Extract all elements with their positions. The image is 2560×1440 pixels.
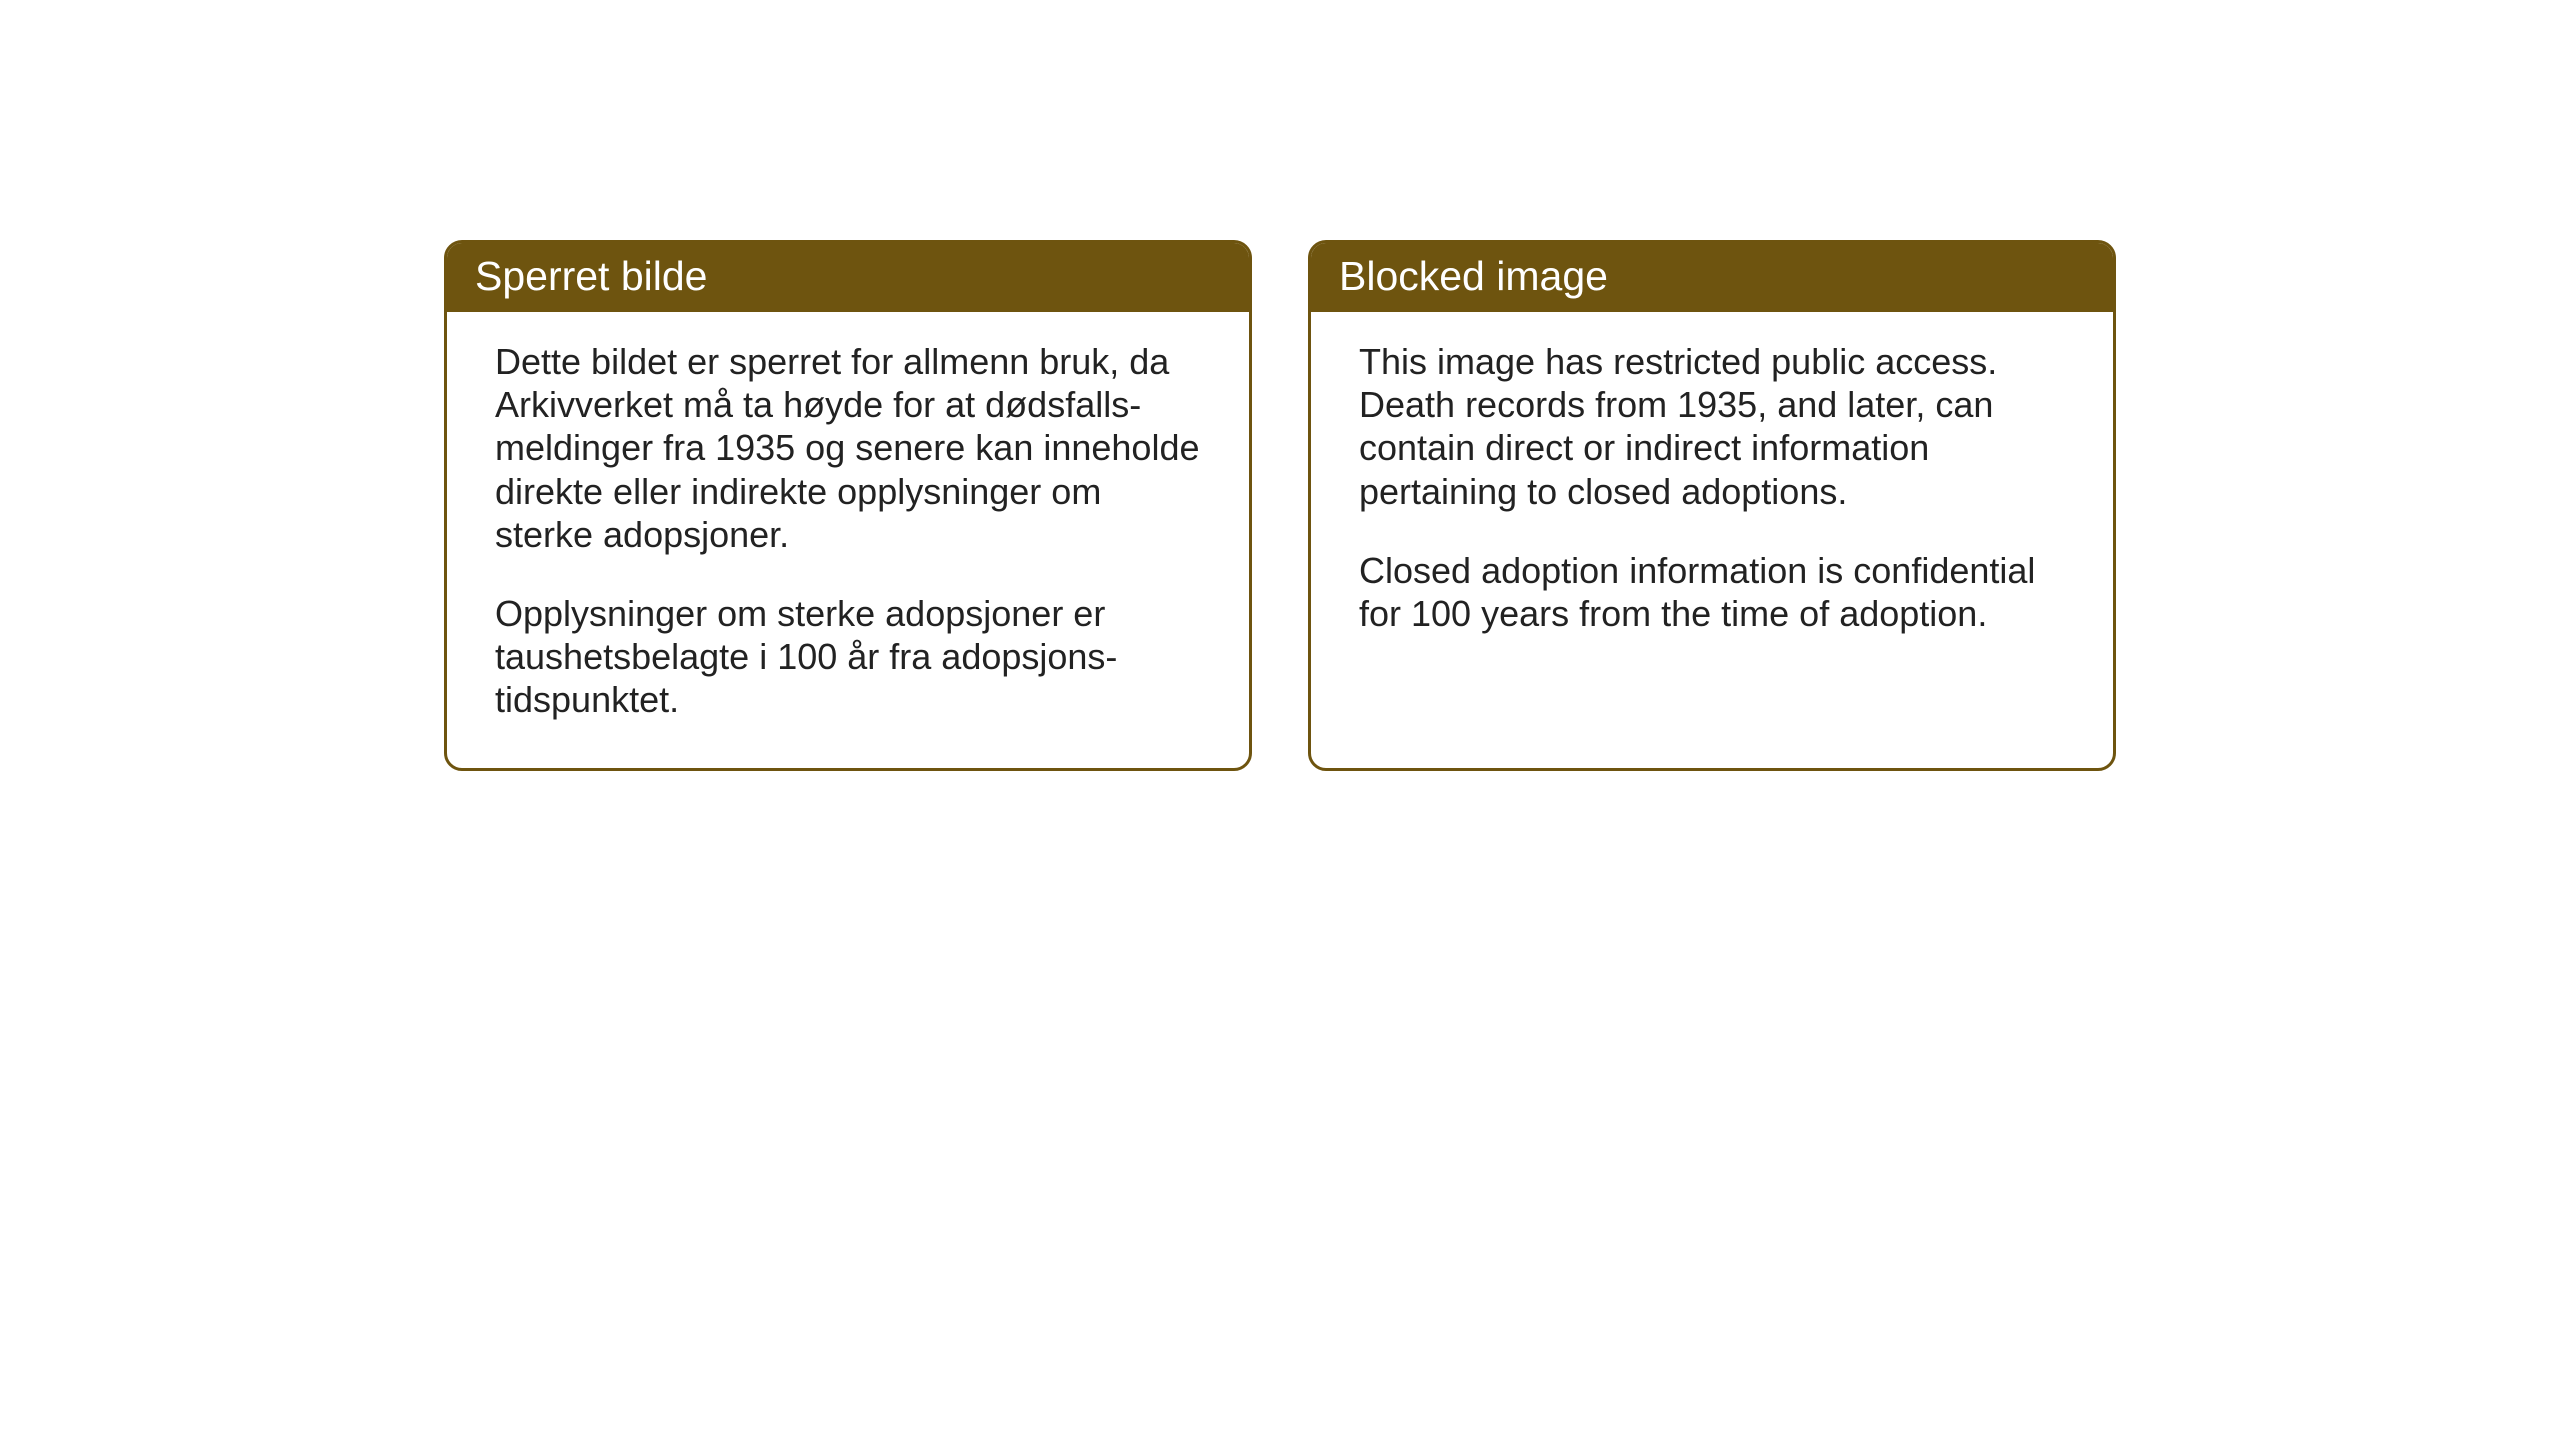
card-paragraph-2-english: Closed adoption information is confident… — [1359, 549, 2065, 635]
card-paragraph-1-english: This image has restricted public access.… — [1359, 340, 2065, 513]
cards-container: Sperret bilde Dette bildet er sperret fo… — [444, 240, 2116, 771]
card-body-norwegian: Dette bildet er sperret for allmenn bruk… — [447, 312, 1249, 768]
card-header-norwegian: Sperret bilde — [447, 243, 1249, 312]
card-body-english: This image has restricted public access.… — [1311, 312, 2113, 681]
card-paragraph-2-norwegian: Opplysninger om sterke adopsjoner er tau… — [495, 592, 1201, 722]
card-english: Blocked image This image has restricted … — [1308, 240, 2116, 771]
card-header-english: Blocked image — [1311, 243, 2113, 312]
card-paragraph-1-norwegian: Dette bildet er sperret for allmenn bruk… — [495, 340, 1201, 556]
card-norwegian: Sperret bilde Dette bildet er sperret fo… — [444, 240, 1252, 771]
